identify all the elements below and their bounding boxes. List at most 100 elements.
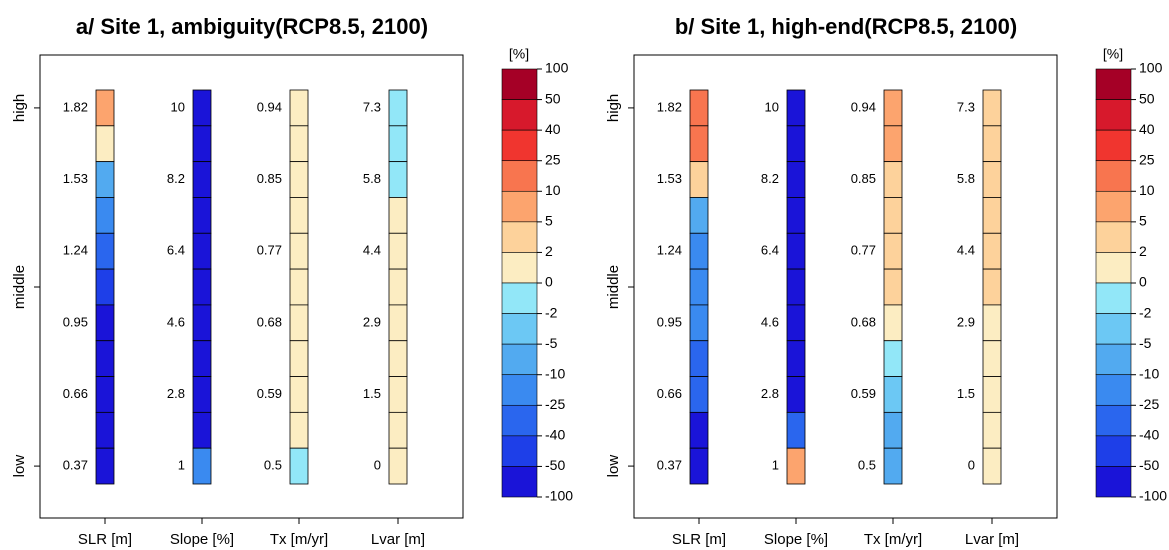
heat-cell bbox=[95, 197, 115, 234]
legend-title: [%] bbox=[1103, 46, 1123, 62]
heat-cell bbox=[982, 89, 1002, 127]
heat-cell bbox=[883, 89, 903, 127]
heat-cell bbox=[95, 376, 115, 413]
heat-cell bbox=[388, 304, 408, 342]
heat-cell bbox=[192, 268, 212, 306]
heat-cell bbox=[689, 376, 709, 413]
level-label: 2.9 bbox=[363, 314, 381, 329]
legend-label: -40 bbox=[545, 427, 565, 443]
heat-cell bbox=[786, 376, 806, 413]
legend-label: -10 bbox=[1139, 365, 1159, 381]
level-label: 4.4 bbox=[957, 243, 975, 258]
heat-cell bbox=[289, 125, 309, 163]
heat-cell bbox=[388, 411, 408, 449]
legend-label: 10 bbox=[1139, 182, 1155, 198]
legend-swatch bbox=[1095, 282, 1132, 314]
legend-label: -50 bbox=[545, 457, 565, 473]
level-label: 1 bbox=[178, 458, 185, 473]
level-label: 0.77 bbox=[257, 243, 282, 258]
heat-cell bbox=[689, 197, 709, 234]
heat-cell bbox=[689, 161, 709, 198]
heat-cell bbox=[786, 447, 806, 485]
level-label: 0.95 bbox=[657, 314, 682, 329]
heat-cell bbox=[689, 340, 709, 377]
level-label: 6.4 bbox=[761, 243, 779, 258]
level-label: 0 bbox=[968, 458, 975, 473]
heat-cell bbox=[95, 161, 115, 198]
legend-label: 25 bbox=[545, 151, 561, 167]
legend-label: -25 bbox=[1139, 396, 1159, 412]
heat-cell bbox=[95, 447, 115, 485]
heat-cell bbox=[388, 268, 408, 306]
heat-cell bbox=[786, 304, 806, 342]
legend-swatch bbox=[501, 374, 538, 406]
heat-cell bbox=[689, 304, 709, 342]
heat-cell bbox=[289, 376, 309, 413]
level-label: 8.2 bbox=[761, 171, 779, 186]
legend-swatch bbox=[501, 68, 538, 100]
heat-cell bbox=[95, 411, 115, 449]
heat-cell bbox=[388, 376, 408, 413]
column-name: Lvar [m] bbox=[965, 531, 1019, 548]
panel-title: a/ Site 1, ambiguity(RCP8.5, 2100) bbox=[76, 14, 428, 39]
heat-cell bbox=[982, 161, 1002, 198]
level-label: 1.24 bbox=[657, 243, 682, 258]
level-label: 4.6 bbox=[761, 314, 779, 329]
heat-cell bbox=[883, 125, 903, 163]
heat-cell bbox=[388, 125, 408, 163]
level-label: 0.94 bbox=[257, 99, 282, 114]
heat-cell bbox=[289, 197, 309, 234]
legend-swatch bbox=[501, 99, 538, 131]
heat-cell bbox=[883, 161, 903, 198]
heat-cell bbox=[289, 447, 309, 485]
legend-swatch bbox=[501, 282, 538, 314]
column-name: Lvar [m] bbox=[371, 531, 425, 548]
legend-label: 40 bbox=[1139, 121, 1155, 137]
legend-swatch bbox=[1095, 68, 1132, 100]
heat-cell bbox=[786, 340, 806, 377]
level-label: 0.77 bbox=[851, 243, 876, 258]
legend-swatch bbox=[1095, 160, 1132, 192]
heat-cell bbox=[95, 304, 115, 342]
heat-cell bbox=[388, 340, 408, 377]
heat-cell bbox=[883, 268, 903, 306]
heat-cell bbox=[689, 411, 709, 449]
heat-cell bbox=[883, 447, 903, 485]
heat-cell bbox=[982, 232, 1002, 270]
legend-title: [%] bbox=[509, 46, 529, 62]
level-label: 2.8 bbox=[167, 386, 185, 401]
legend-label: 10 bbox=[545, 182, 561, 198]
heat-cell bbox=[786, 125, 806, 163]
heat-cell bbox=[289, 161, 309, 198]
legend-swatch bbox=[1095, 221, 1132, 253]
level-label: 1.53 bbox=[657, 171, 682, 186]
heat-cell bbox=[289, 268, 309, 306]
heat-cell bbox=[95, 268, 115, 306]
legend-label: 2 bbox=[1139, 243, 1147, 259]
level-label: 0.37 bbox=[63, 458, 88, 473]
level-label: 2.9 bbox=[957, 314, 975, 329]
heat-cell bbox=[786, 232, 806, 270]
legend-label: 50 bbox=[545, 90, 561, 106]
heat-cell bbox=[786, 89, 806, 127]
heat-cell bbox=[883, 197, 903, 234]
level-label: 1.53 bbox=[63, 171, 88, 186]
legend-swatch bbox=[501, 190, 538, 223]
level-label: 10 bbox=[171, 99, 185, 114]
y-axis-label: high bbox=[11, 94, 28, 122]
legend-label: 100 bbox=[1139, 60, 1163, 76]
heat-cell bbox=[192, 232, 212, 270]
heat-cell bbox=[982, 447, 1002, 485]
legend-label: -100 bbox=[545, 488, 573, 504]
heat-cell bbox=[883, 232, 903, 270]
heat-cell bbox=[388, 447, 408, 485]
legend-label: 0 bbox=[1139, 274, 1147, 290]
heat-cell bbox=[289, 232, 309, 270]
legend-label: -25 bbox=[545, 396, 565, 412]
legend-swatch bbox=[501, 435, 538, 467]
panel-title: b/ Site 1, high-end(RCP8.5, 2100) bbox=[675, 14, 1017, 39]
heat-cell bbox=[689, 125, 709, 163]
y-axis-label: low bbox=[605, 455, 622, 478]
heat-cell bbox=[289, 304, 309, 342]
level-label: 1.24 bbox=[63, 243, 88, 258]
